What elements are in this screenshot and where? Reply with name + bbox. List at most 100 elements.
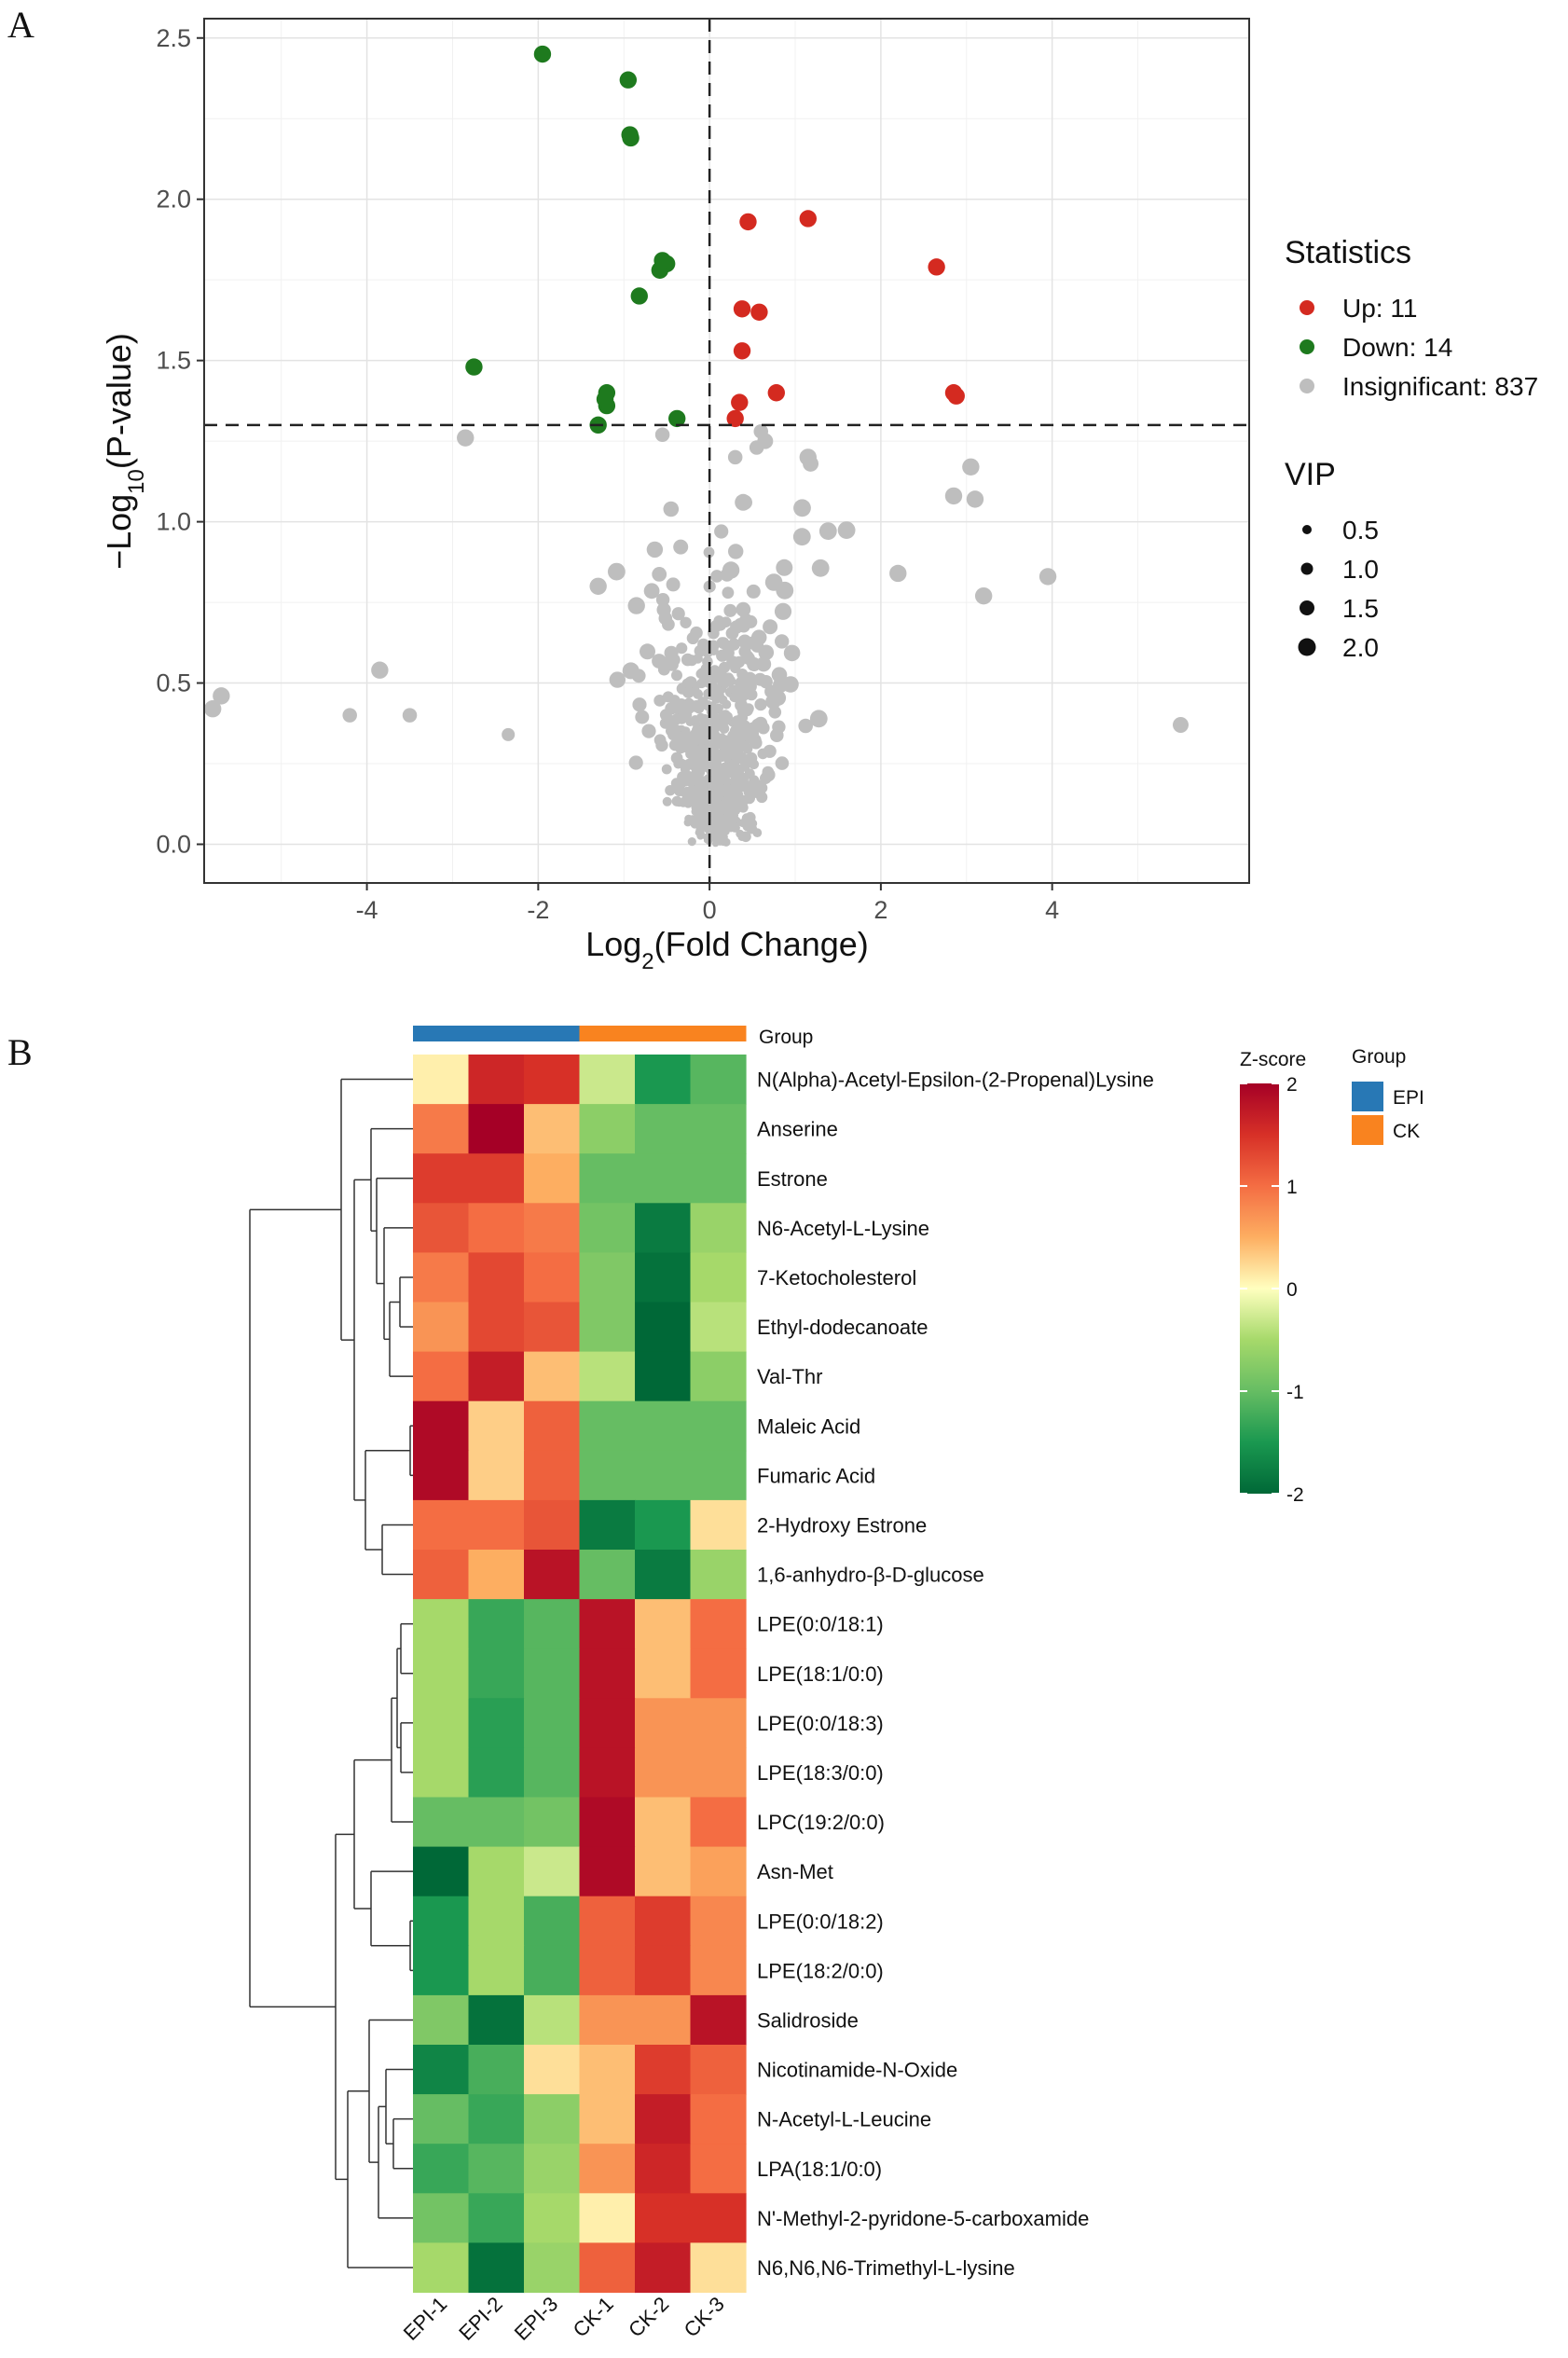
insignificant-point <box>687 837 696 847</box>
insignificant-cloud <box>608 493 856 848</box>
heatmap-cell <box>579 1400 636 1452</box>
heatmap-cell <box>579 1698 636 1748</box>
heatmap-cell <box>579 2242 636 2294</box>
insignificant-point <box>714 703 723 713</box>
insignificant-point <box>622 662 640 680</box>
heatmap-cell <box>635 1846 692 1897</box>
heatmap-cell <box>524 1747 581 1799</box>
up-point <box>733 300 751 318</box>
heatmap-cell <box>635 1499 692 1551</box>
heatmap-cell <box>524 1450 581 1501</box>
volcano-legend: Statistics Up: 11 Down: 14 Insignificant… <box>1285 235 1538 662</box>
heatmap-cell <box>690 1252 747 1303</box>
heatmap-cell <box>413 2045 470 2095</box>
insignificant-point <box>750 639 764 653</box>
colorbar-tick-label: -2 <box>1286 1484 1304 1506</box>
heatmap-cell <box>579 1896 636 1947</box>
heatmap-cell <box>579 1153 636 1204</box>
heatmap-cell <box>413 1945 470 1996</box>
up-point <box>726 409 744 428</box>
legend-up-label: Up: 11 <box>1342 294 1417 323</box>
insignificant-point <box>775 634 790 649</box>
heatmap-cell <box>524 1203 581 1253</box>
row-label: LPE(0:0/18:1) <box>757 1613 884 1636</box>
heatmap-cell <box>579 1450 636 1501</box>
heatmap-cell <box>635 1994 692 2046</box>
legend-vip-dot-1 <box>1302 525 1312 534</box>
insignificant-point <box>754 698 767 711</box>
insignificant-point <box>646 541 664 558</box>
insignificant-point <box>674 785 685 797</box>
insignificant-point <box>776 558 793 576</box>
heatmap-cell <box>524 1153 581 1204</box>
insignificant-point <box>697 638 709 651</box>
heatmap-cell <box>413 1599 470 1649</box>
heatmap-cell <box>413 2144 470 2194</box>
down-point <box>619 71 638 89</box>
heatmap-cell <box>468 1252 525 1303</box>
heatmap-cell <box>579 1302 636 1353</box>
insignificant-point <box>663 501 680 517</box>
heatmap-cell <box>413 1400 470 1452</box>
panel-b-label: B <box>7 1031 33 1073</box>
heatmap-cell <box>524 1648 581 1699</box>
insignificant-point <box>670 724 681 736</box>
insignificant-point <box>643 583 660 600</box>
colorbar-tick-label: -1 <box>1286 1382 1304 1403</box>
insignificant-point <box>731 716 742 727</box>
insignificant-point <box>772 720 786 734</box>
heatmap-cell <box>413 1747 470 1799</box>
colorbar-tick-label: 2 <box>1286 1074 1298 1096</box>
insignificant-point <box>694 794 703 804</box>
insignificant-point <box>628 755 643 770</box>
insignificant-point <box>738 645 751 658</box>
insignificant-point <box>213 687 230 705</box>
insignificant-point <box>671 669 682 682</box>
insignificant-point <box>635 710 650 724</box>
insignificant-point <box>659 709 672 722</box>
insignificant-point <box>689 736 700 747</box>
insignificant-point <box>697 696 708 708</box>
insignificant-point <box>722 586 735 600</box>
heatmap-cell <box>579 1599 636 1649</box>
insignificant-point <box>716 751 726 760</box>
heatmap-cell <box>690 1450 747 1501</box>
insignificant-point <box>710 761 720 769</box>
heatmap-cell <box>635 2242 692 2294</box>
colorbar-title: Z-score <box>1240 1049 1306 1070</box>
heatmap-cell <box>524 1797 581 1848</box>
legend-vip-label-1: 0.5 <box>1342 516 1379 545</box>
heatmap-cell <box>690 1302 747 1353</box>
heatmap-cell <box>524 1400 581 1452</box>
heatmap-cell <box>579 1499 636 1551</box>
insignificant-point <box>608 562 626 581</box>
heatmap-cell <box>579 1055 636 1105</box>
heatmap-cell <box>524 1055 581 1105</box>
heatmap-cell <box>468 1945 525 1996</box>
heatmap-cell <box>579 1846 636 1897</box>
insignificant-point <box>641 724 656 738</box>
colorbar-tick-label: 0 <box>1286 1279 1298 1301</box>
heatmap-cell <box>690 1896 747 1947</box>
legend-vip-label-4: 2.0 <box>1342 633 1379 662</box>
zscore-colorbar: Z-score 2 1 0 -1 -2 <box>1240 1049 1306 1506</box>
legend-vip-dot-4 <box>1298 638 1316 656</box>
insignificant-point <box>701 728 710 738</box>
insignificant-point <box>676 642 688 655</box>
group-legend: Group EPI CK <box>1352 1046 1424 1145</box>
insignificant-point <box>703 825 711 834</box>
heatmap-cell <box>413 1797 470 1848</box>
heatmap-cell <box>468 2193 525 2243</box>
insignificant-point <box>729 692 740 703</box>
heatmap-cell <box>635 1599 692 1649</box>
insignificant-point <box>759 675 773 689</box>
insignificant-point <box>683 686 695 696</box>
heatmap-cell <box>635 1055 692 1105</box>
heatmap-cell <box>690 1153 747 1204</box>
insignificant-point <box>809 710 828 728</box>
group-legend-title: Group <box>1352 1046 1406 1068</box>
heatmap-cell <box>690 1648 747 1699</box>
heatmap-cell <box>524 1896 581 1947</box>
heatmap-cell <box>579 1747 636 1799</box>
